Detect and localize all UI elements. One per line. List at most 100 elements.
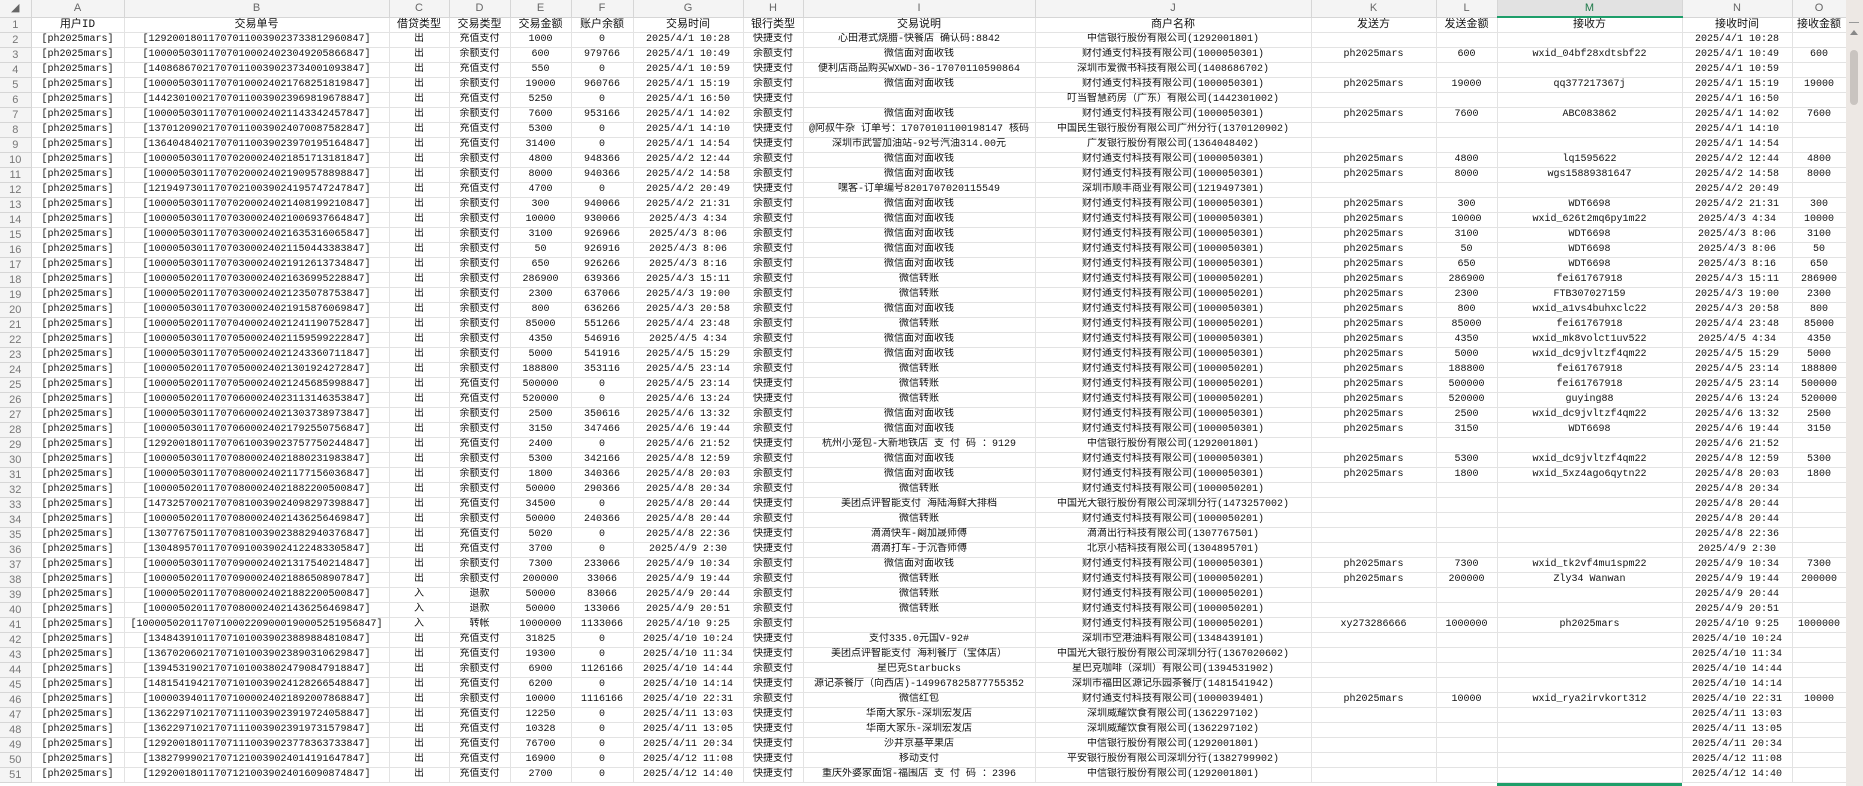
cell-d[interactable]: 余额支付 xyxy=(449,197,511,213)
cell-o[interactable]: 4350 xyxy=(1792,332,1847,348)
cell-f[interactable]: 0 xyxy=(571,137,634,153)
cell-j[interactable]: 财付通支付科技有限公司(1000039401) xyxy=(1035,692,1312,708)
cell-f[interactable]: 551266 xyxy=(571,317,634,333)
cell-h[interactable]: 快捷支付 xyxy=(743,437,804,453)
column-title-cell[interactable]: 发送方 xyxy=(1311,17,1437,33)
cell-l[interactable] xyxy=(1436,632,1498,648)
cell-e[interactable]: 6900 xyxy=(510,662,572,678)
cell-f[interactable]: 926966 xyxy=(571,227,634,243)
cell-j[interactable]: 财付通支付科技有限公司(1000050301) xyxy=(1035,347,1312,363)
cell-j[interactable]: 中信银行股份有限公司(1292001801) xyxy=(1035,767,1312,783)
cell-f[interactable]: 0 xyxy=(571,497,634,513)
cell-a[interactable]: [ph2025mars] xyxy=(31,47,125,63)
cell-a[interactable]: [ph2025mars] xyxy=(31,182,125,198)
cell-a[interactable]: [ph2025mars] xyxy=(31,332,125,348)
cell-j[interactable]: 财付通支付科技有限公司(1000050301) xyxy=(1035,47,1312,63)
cell-k[interactable] xyxy=(1311,677,1437,693)
cell-f[interactable]: 83066 xyxy=(571,587,634,603)
cell-j[interactable]: 中国光大银行股份有限公司深圳分行(1473257002) xyxy=(1035,497,1312,513)
cell-m[interactable]: ph2025mars xyxy=(1497,617,1683,633)
column-header-i[interactable]: I xyxy=(803,0,1036,18)
cell-b[interactable]: [100005030117070300024021912613734847] xyxy=(124,257,390,273)
cell-b[interactable]: [144230100217070110039023969819678847] xyxy=(124,92,390,108)
cell-n[interactable]: 2025/4/11 20:34 xyxy=(1682,737,1793,753)
cell-l[interactable] xyxy=(1436,722,1498,738)
cell-o[interactable]: 188800 xyxy=(1792,362,1847,378)
cell-c[interactable]: 出 xyxy=(389,62,450,78)
cell-k[interactable] xyxy=(1311,752,1437,768)
cell-b[interactable]: [130489570117070910039024122483305847] xyxy=(124,542,390,558)
cell-i[interactable]: 美团点评智能支付 海陆海鲜大排档 xyxy=(803,497,1036,513)
cell-e[interactable]: 19000 xyxy=(510,77,572,93)
cell-l[interactable]: 2300 xyxy=(1436,287,1498,303)
cell-d[interactable]: 余额支付 xyxy=(449,77,511,93)
cell-m[interactable]: WDT6698 xyxy=(1497,227,1683,243)
cell-m[interactable] xyxy=(1497,602,1683,618)
cell-g[interactable]: 2025/4/12 11:08 xyxy=(633,752,744,768)
cell-n[interactable]: 2025/4/10 14:44 xyxy=(1682,662,1793,678)
cell-l[interactable] xyxy=(1436,587,1498,603)
cell-l[interactable] xyxy=(1436,677,1498,693)
cell-a[interactable]: [ph2025mars] xyxy=(31,287,125,303)
cell-b[interactable]: [100005020117070900024021886508907847] xyxy=(124,572,390,588)
cell-d[interactable]: 余额支付 xyxy=(449,257,511,273)
cell-g[interactable]: 2025/4/1 10:28 xyxy=(633,32,744,48)
cell-n[interactable]: 2025/4/1 10:59 xyxy=(1682,62,1793,78)
cell-m[interactable]: wxid_a1vs4buhxclc22 xyxy=(1497,302,1683,318)
cell-m[interactable] xyxy=(1497,32,1683,48)
cell-f[interactable]: 1116166 xyxy=(571,692,634,708)
cell-g[interactable]: 2025/4/10 9:25 xyxy=(633,617,744,633)
cell-j[interactable]: 财付通支付科技有限公司(1000050301) xyxy=(1035,212,1312,228)
cell-m[interactable] xyxy=(1497,752,1683,768)
cell-j[interactable]: 财付通支付科技有限公司(1000050301) xyxy=(1035,197,1312,213)
cell-f[interactable]: 0 xyxy=(571,92,634,108)
vertical-scrollbar[interactable] xyxy=(1846,0,1863,786)
cell-i[interactable] xyxy=(803,92,1036,108)
column-header-f[interactable]: F xyxy=(571,0,634,18)
cell-n[interactable]: 2025/4/3 20:58 xyxy=(1682,302,1793,318)
cell-i[interactable]: 微信面对面收钱 xyxy=(803,242,1036,258)
cell-d[interactable]: 充值支付 xyxy=(449,32,511,48)
cell-n[interactable]: 2025/4/5 4:34 xyxy=(1682,332,1793,348)
cell-o[interactable]: 50 xyxy=(1792,242,1847,258)
cell-l[interactable]: 1800 xyxy=(1436,467,1498,483)
cell-l[interactable]: 7300 xyxy=(1436,557,1498,573)
cell-b[interactable]: [148154194217071010039024128266548847] xyxy=(124,677,390,693)
cell-l[interactable]: 200000 xyxy=(1436,572,1498,588)
cell-m[interactable] xyxy=(1497,722,1683,738)
cell-c[interactable]: 出 xyxy=(389,392,450,408)
cell-a[interactable]: [ph2025mars] xyxy=(31,677,125,693)
cell-c[interactable]: 出 xyxy=(389,107,450,123)
cell-e[interactable]: 31825 xyxy=(510,632,572,648)
cell-h[interactable]: 余额支付 xyxy=(743,242,804,258)
column-header-k[interactable]: K xyxy=(1311,0,1437,18)
cell-f[interactable]: 0 xyxy=(571,392,634,408)
row-number[interactable]: 5 xyxy=(0,77,32,93)
cell-a[interactable]: [ph2025mars] xyxy=(31,227,125,243)
cell-n[interactable]: 2025/4/3 8:16 xyxy=(1682,257,1793,273)
cell-k[interactable]: ph2025mars xyxy=(1311,452,1437,468)
cell-d[interactable]: 退款 xyxy=(449,602,511,618)
cell-j[interactable]: 滴滴出行科技有限公司(1307767501) xyxy=(1035,527,1312,543)
row-number[interactable]: 7 xyxy=(0,107,32,123)
cell-h[interactable]: 余额支付 xyxy=(743,332,804,348)
cell-c[interactable]: 出 xyxy=(389,497,450,513)
cell-e[interactable]: 5000 xyxy=(510,347,572,363)
cell-l[interactable]: 4800 xyxy=(1436,152,1498,168)
cell-a[interactable]: [ph2025mars] xyxy=(31,767,125,783)
cell-e[interactable]: 4350 xyxy=(510,332,572,348)
cell-j[interactable]: 财付通支付科技有限公司(1000050301) xyxy=(1035,227,1312,243)
cell-c[interactable]: 出 xyxy=(389,227,450,243)
cell-d[interactable]: 充值支付 xyxy=(449,677,511,693)
cell-l[interactable] xyxy=(1436,647,1498,663)
cell-f[interactable]: 960766 xyxy=(571,77,634,93)
row-number[interactable]: 49 xyxy=(0,737,32,753)
cell-h[interactable]: 快捷支付 xyxy=(743,122,804,138)
cell-b[interactable]: [100005030117070500024021159599222847] xyxy=(124,332,390,348)
cell-b[interactable]: [139453190217071010038024790847918847] xyxy=(124,662,390,678)
cell-l[interactable] xyxy=(1436,62,1498,78)
cell-i[interactable]: 心田港式烧腊-快餐店 确认码:8842 xyxy=(803,32,1036,48)
cell-o[interactable]: 4800 xyxy=(1792,152,1847,168)
cell-l[interactable] xyxy=(1436,122,1498,138)
cell-l[interactable]: 85000 xyxy=(1436,317,1498,333)
